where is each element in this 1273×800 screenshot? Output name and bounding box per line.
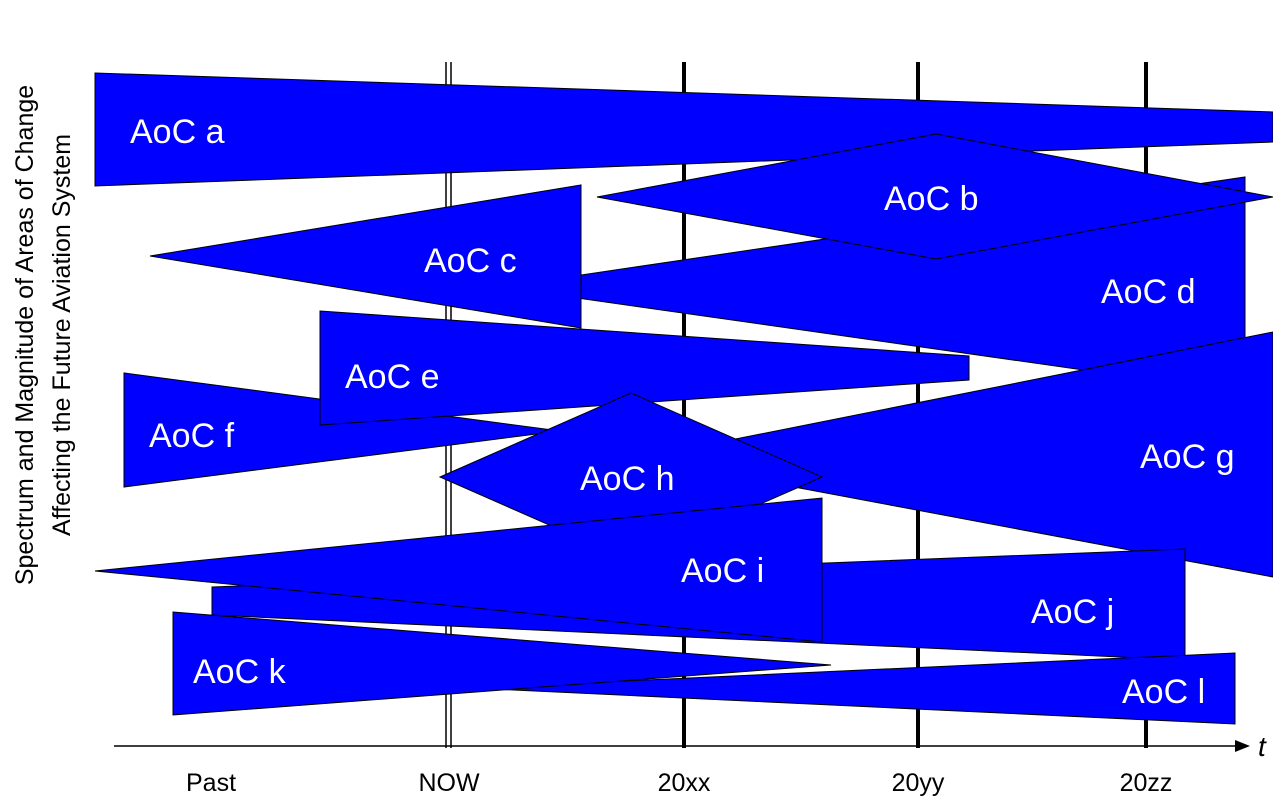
aoc-h-label: AoC h — [580, 460, 675, 498]
aoc-g-label: AoC g — [1140, 438, 1235, 476]
time-axis-variable: t — [1258, 731, 1267, 762]
aoc-a-label: AoC a — [130, 113, 225, 151]
aoc-l-label: AoC l — [1122, 673, 1205, 711]
aoc-c-label: AoC c — [424, 242, 517, 280]
tick-label-past: Past — [186, 769, 236, 797]
aoc-d-label: AoC d — [1101, 273, 1196, 311]
area-labels: AoC a AoC b AoC c AoC d AoC e AoC f AoC … — [130, 113, 1235, 711]
tick-label-now: NOW — [418, 769, 480, 797]
aoc-j-label: AoC j — [1031, 593, 1114, 631]
time-axis: t — [114, 731, 1267, 762]
tick-label-20zz: 20zz — [1120, 769, 1173, 797]
aoc-l-shape — [469, 652, 1236, 725]
tick-label-20xx: 20xx — [658, 769, 711, 797]
aoc-k-label: AoC k — [193, 653, 287, 691]
aoc-g-shape — [639, 331, 1273, 578]
aoc-e-label: AoC e — [345, 358, 440, 396]
aoc-b-label: AoC b — [884, 180, 979, 218]
time-axis-arrowhead — [1235, 740, 1250, 752]
aoc-e-shape — [319, 310, 970, 426]
aoc-i-shape — [94, 497, 823, 643]
y-axis-label-line2: Affecting the Future Aviation System — [48, 134, 76, 536]
y-axis-label-line1: Spectrum and Magnitude of Areas of Chang… — [11, 85, 39, 585]
aoc-f-label: AoC f — [149, 417, 235, 455]
aoc-a-shape — [94, 72, 1273, 187]
aoc-k-shape — [172, 611, 832, 716]
aoc-i-label: AoC i — [681, 552, 764, 590]
areas-of-change — [94, 72, 1273, 725]
aoc-c-shape — [149, 184, 582, 329]
tick-label-20yy: 20yy — [892, 769, 945, 797]
aoc-b-shape — [596, 133, 1273, 260]
tick-labels: Past NOW 20xx 20yy 20zz — [186, 769, 1172, 797]
